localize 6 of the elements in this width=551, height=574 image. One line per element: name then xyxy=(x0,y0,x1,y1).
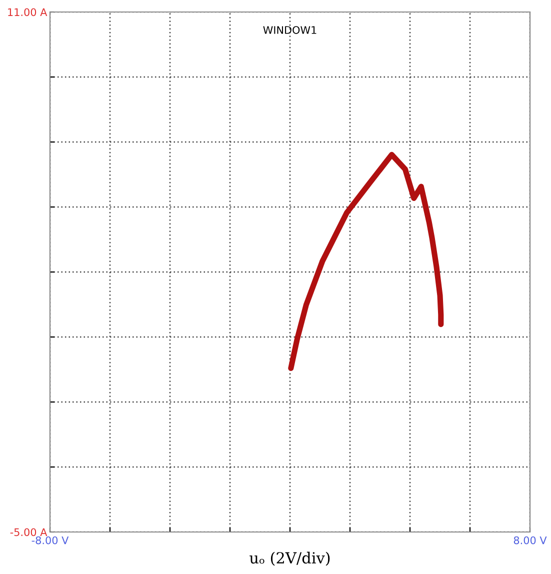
text: WINDOW1 xyxy=(263,26,316,34)
y-tick-label: 11.00 A xyxy=(8,8,48,16)
y-tick-label: -5.00 A xyxy=(10,528,48,536)
x-axis-title: uₒ (2V/div) xyxy=(250,552,330,566)
x-tick-label: 8.00 V xyxy=(514,536,547,544)
x-tick-label: -8.00 V xyxy=(32,536,69,544)
